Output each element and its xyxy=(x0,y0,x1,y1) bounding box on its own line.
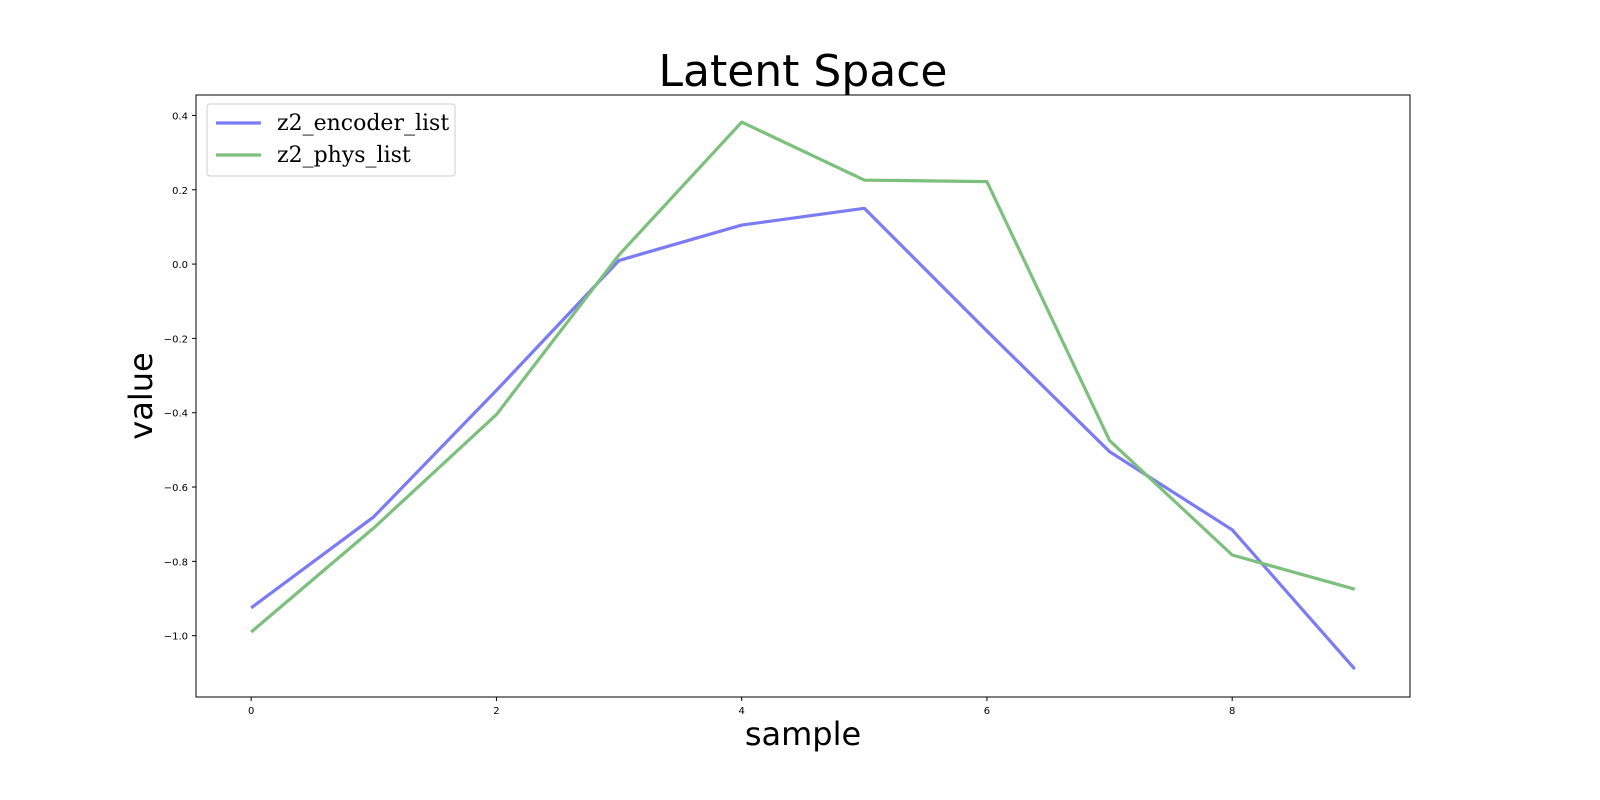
x-axis-label: sample xyxy=(745,715,861,753)
chart-title: Latent Space xyxy=(658,46,947,97)
y-tick-label: −0.4 xyxy=(164,409,188,420)
legend-box xyxy=(206,103,456,177)
y-tick-label: 0.4 xyxy=(172,111,188,122)
y-tick-label: 0.0 xyxy=(172,260,188,271)
legend-label: z2_encoder_list xyxy=(277,111,449,136)
y-tick-label: −0.8 xyxy=(164,557,188,568)
series-line-z2-encoder-list xyxy=(250,206,1357,671)
legend: z2_encoder_list z2_phys_list xyxy=(206,103,456,177)
plot-area xyxy=(195,94,1411,698)
y-tick-label: −1.0 xyxy=(164,632,188,643)
x-tick-label: 4 xyxy=(738,706,744,717)
x-tick-label: 2 xyxy=(493,706,499,717)
axis-ticks: 0 2 4 6 8 −1.0 −0.8 −0.6 −0.4 −0.2 0.0 0.2 0.4 xyxy=(164,111,1236,717)
y-axis-label: value xyxy=(122,352,160,439)
x-tick-label: 0 xyxy=(248,706,254,717)
y-tick-label: 0.2 xyxy=(172,186,188,197)
legend-label: z2_phys_list xyxy=(277,143,411,168)
series-lines xyxy=(250,120,1357,671)
x-tick-label: 6 xyxy=(984,706,990,717)
x-tick-label: 8 xyxy=(1229,706,1235,717)
series-line-z2-phys-list xyxy=(250,120,1356,634)
y-tick-label: −0.2 xyxy=(164,334,188,345)
y-tick-label: −0.6 xyxy=(164,483,188,494)
